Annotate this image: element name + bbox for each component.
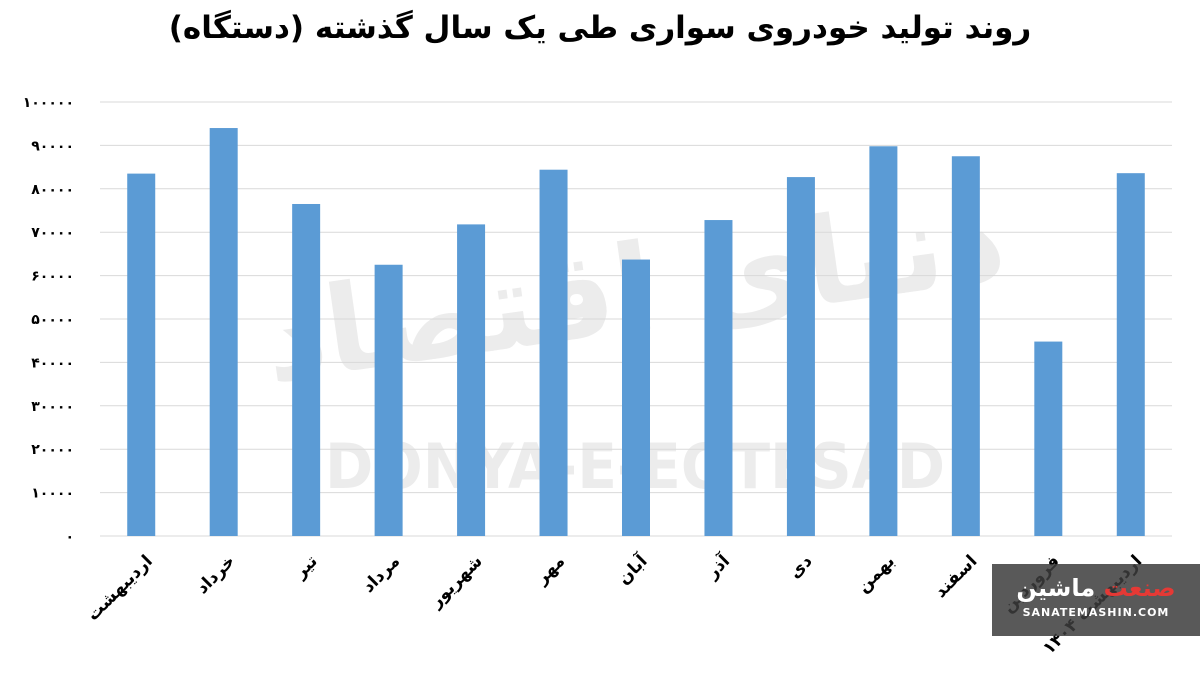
bars <box>127 128 1145 537</box>
bar <box>951 156 980 536</box>
brand-name-main: ماشین <box>1016 574 1096 602</box>
x-tick-label: آبان <box>613 549 653 589</box>
bar <box>1034 341 1063 536</box>
y-tick-label: ۸۰۰۰۰ <box>31 182 74 198</box>
y-tick-label: ۳۰۰۰۰ <box>31 399 74 415</box>
y-tick-label: ۶۰۰۰۰ <box>31 269 74 285</box>
x-tick-label: تیر <box>290 551 322 583</box>
bar <box>374 264 403 536</box>
x-tick-label: دی <box>785 551 817 583</box>
chart-title: روند تولید خودروی سواری طی یک سال گذشته … <box>168 10 1032 46</box>
y-axis-ticks: ۰ ۱۰۰۰۰ ۲۰۰۰۰ ۳۰۰۰۰ ۴۰۰۰۰ ۵۰۰۰۰ ۶۰۰۰۰ ۷۰۰۰۰ ۸۰۰۰… <box>23 95 74 545</box>
x-tick-label: آذر <box>701 549 735 583</box>
bar <box>457 224 486 536</box>
x-tick-label: مرداد <box>359 551 405 597</box>
y-tick-label: ۱۰۰۰۰۰ <box>23 95 74 111</box>
x-tick-label: شهریور <box>426 551 487 612</box>
brand-name-accent: صنعت <box>1103 574 1176 602</box>
y-tick-label: ۴۰۰۰۰ <box>31 355 74 371</box>
brand-name: صنعت ماشین <box>992 574 1200 602</box>
y-tick-label: ۰ <box>65 529 74 545</box>
x-tick-label: خرداد <box>192 551 239 598</box>
brand-url: SANATEMASHIN.COM <box>1022 606 1170 619</box>
y-tick-label: ۱۰۰۰۰ <box>31 486 74 502</box>
x-tick-label: اسفند <box>931 551 982 602</box>
bar <box>622 259 650 536</box>
bar <box>127 173 156 537</box>
bar <box>869 146 898 536</box>
x-tick-label: اردیبهشت <box>83 551 157 625</box>
y-tick-label: ۷۰۰۰۰ <box>31 225 74 241</box>
x-tick-label: بهمن <box>853 551 898 596</box>
bar <box>539 169 568 537</box>
bar <box>1116 173 1145 536</box>
y-tick-label: ۹۰۰۰۰ <box>31 138 74 154</box>
bar <box>704 220 733 536</box>
bar <box>786 177 815 536</box>
x-tick-label: مهر <box>531 551 569 589</box>
brand-logo: صنعت ماشین SANATEMASHIN.COM <box>992 564 1200 636</box>
bar <box>292 203 321 537</box>
y-tick-label: ۲۰۰۰۰ <box>31 442 74 458</box>
x-axis-ticks: اردیبهشت خرداد تیر مرداد شهریور مهر آبان آذر دی ب… <box>83 549 1146 658</box>
y-tick-label: ۵۰۰۰۰ <box>31 312 74 328</box>
bar <box>209 128 238 537</box>
